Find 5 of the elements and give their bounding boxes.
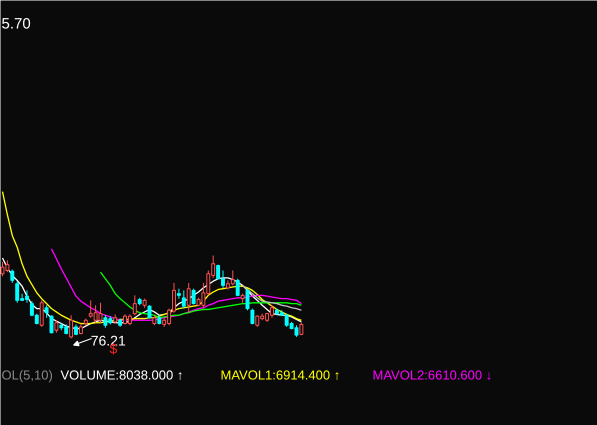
text: 5.70 xyxy=(2,16,31,32)
text: VOLUME:8038.000 ↑ xyxy=(60,368,184,382)
text: OL(5,10) xyxy=(2,368,53,382)
text: MAVOL1:6914.400 ↑ xyxy=(220,368,340,382)
text: MAVOL2:6610.600 ↓ xyxy=(372,368,492,382)
